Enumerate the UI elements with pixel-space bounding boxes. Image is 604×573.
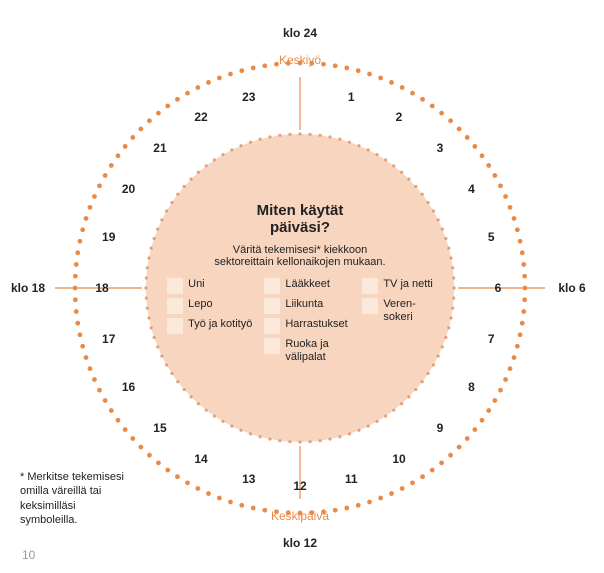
hour-label: 16: [122, 380, 135, 394]
hour-label: 8: [468, 380, 475, 394]
legend-item: TV ja netti: [362, 278, 433, 294]
legend: Uni Lepo Työ ja kotityö Lääkkeet Liikunta Har…: [165, 278, 435, 363]
legend-item: Harrastukset: [264, 318, 350, 334]
hour-label: 15: [153, 421, 166, 435]
legend-swatch: [264, 298, 280, 314]
center-title: Miten käytätpäiväsi?: [165, 202, 435, 236]
legend-swatch: [264, 278, 280, 294]
legend-swatch: [362, 278, 378, 294]
legend-label: Harrastukset: [285, 318, 347, 331]
hour-label: 3: [437, 141, 444, 155]
legend-swatch: [264, 338, 280, 354]
outer-label-left: klo 18: [11, 281, 45, 295]
hour-label: 17: [102, 332, 115, 346]
hour-label: 21: [153, 141, 166, 155]
page-number: 10: [22, 548, 35, 562]
outer-label-right: klo 6: [558, 281, 585, 295]
legend-label: Lääkkeet: [285, 278, 330, 291]
legend-item: Lepo: [167, 298, 252, 314]
legend-swatch: [264, 318, 280, 334]
legend-label: Ruoka ja välipalat: [285, 338, 350, 363]
hour-label: 4: [468, 182, 475, 196]
legend-swatch: [167, 278, 183, 294]
legend-label: Liikunta: [285, 298, 323, 311]
legend-column: TV ja netti Veren-sokeri: [362, 278, 433, 363]
hour-label: 6: [495, 281, 502, 295]
hour-label: 10: [392, 452, 405, 466]
legend-label: Lepo: [188, 298, 212, 311]
legend-swatch: [362, 298, 378, 314]
hour-label: 14: [194, 452, 207, 466]
hour-label: 2: [396, 110, 403, 124]
hour-label: 20: [122, 182, 135, 196]
hour-label: 22: [194, 110, 207, 124]
hour-label: 5: [488, 230, 495, 244]
hour-label: 19: [102, 230, 115, 244]
hour-label: 9: [437, 421, 444, 435]
legend-column: Uni Lepo Työ ja kotityö: [167, 278, 252, 363]
legend-item: Liikunta: [264, 298, 350, 314]
center-subtitle: Väritä tekemisesi* kiekkoonsektoreittain…: [165, 244, 435, 268]
hour-label: 1: [348, 90, 355, 104]
axis-label-noon: Keskipäivä: [271, 509, 329, 523]
footnote: * Merkitse tekemisesi omilla väreillä ta…: [20, 470, 130, 527]
hour-label: 11: [345, 472, 358, 486]
legend-label: TV ja netti: [383, 278, 433, 291]
legend-column: Lääkkeet Liikunta Harrastukset Ruoka ja väl…: [264, 278, 350, 363]
hour-label: 18: [95, 281, 108, 295]
legend-item: Työ ja kotityö: [167, 318, 252, 334]
outer-label-bottom: klo 12: [283, 536, 317, 550]
legend-item: Lääkkeet: [264, 278, 350, 294]
hour-label: 23: [242, 90, 255, 104]
axis-label-midnight: Keskiyö: [279, 53, 321, 67]
legend-item: Uni: [167, 278, 252, 294]
legend-label: Työ ja kotityö: [188, 318, 252, 331]
legend-item: Ruoka ja välipalat: [264, 338, 350, 363]
legend-item: Veren-sokeri: [362, 298, 433, 323]
legend-label: Uni: [188, 278, 205, 291]
legend-label: Veren-sokeri: [383, 298, 415, 323]
legend-swatch: [167, 298, 183, 314]
hour-label: 7: [488, 332, 495, 346]
outer-label-top: klo 24: [283, 26, 317, 40]
hour-label: 12: [293, 479, 306, 493]
center-content: Miten käytätpäiväsi? Väritä tekemisesi* …: [165, 202, 435, 363]
legend-swatch: [167, 318, 183, 334]
hour-label: 13: [242, 472, 255, 486]
